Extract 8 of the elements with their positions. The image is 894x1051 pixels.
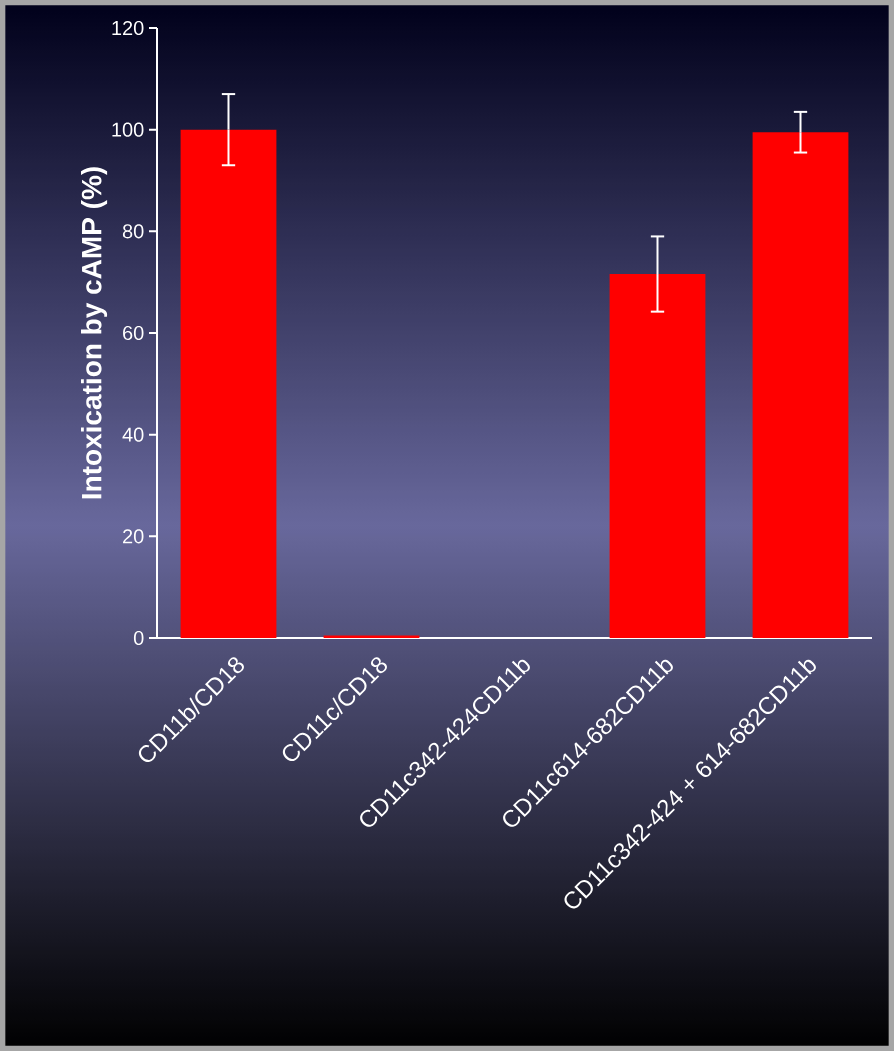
y-tick-label: 100 bbox=[112, 122, 144, 137]
y-tick-label: 20 bbox=[123, 529, 144, 544]
y-tick-label: 60 bbox=[123, 325, 144, 341]
y-axis-title: Intoxication by cAMP (%) bbox=[81, 167, 108, 499]
y-tick-label: 80 bbox=[122, 224, 144, 239]
y-tick-label: 0 bbox=[133, 630, 144, 646]
y-tick-label: 120 bbox=[112, 20, 144, 36]
y-tick-label: 40 bbox=[122, 427, 144, 442]
